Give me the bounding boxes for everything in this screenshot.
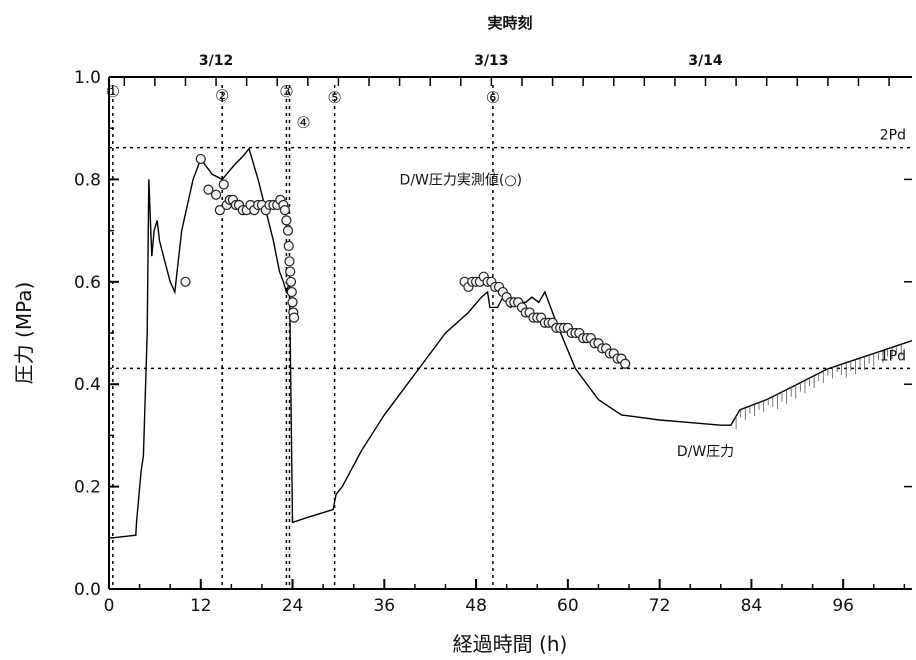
hline-label: 1Pd [880,348,906,364]
event-marker-label: ② [215,86,229,105]
event-marker-label: ⑤ [327,88,341,107]
measured-point [284,256,295,267]
reference-lines-layer [109,85,912,589]
labels-layer: 2Pd 1Pd ① ② ③④⑤ ⑥ D/W圧力実測値(○) D/W圧力 [106,82,906,460]
measured-point [203,184,214,195]
top-tick-label: 3/14 [688,53,723,69]
top-axis-title: 実時刻 [487,14,532,32]
measured-point [283,240,294,252]
y-tick-label: 0.4 [74,375,101,395]
measured-point [195,153,206,165]
x-tick-label: 24 [282,596,304,616]
measured-point [180,276,191,287]
x-tick-label: 48 [465,596,487,616]
y-tick-label: 0.6 [74,273,101,293]
y-tick-label: 0.0 [74,580,101,600]
measured-point [281,215,292,226]
event-marker-label: ⑥ [486,88,500,107]
event-marker-label: ④ [296,113,310,132]
x-tick-label: 36 [373,596,395,616]
x-tick-label: 0 [104,596,115,616]
y-tick-label: 0.8 [74,170,101,190]
event-marker-label: ① [106,82,120,101]
measured-point [210,189,222,200]
measured-point [286,286,297,298]
measured-point [285,266,296,277]
x-axis-title: 経過時間 (h) [453,632,568,656]
measured-point [214,205,225,216]
series-annotation: D/W圧力 [677,444,734,460]
measured-point [282,225,294,236]
x-tick-label: 60 [557,596,579,616]
measured-point [285,276,297,287]
x-tick-label: 96 [832,596,854,616]
hline-label: 2Pd [880,128,906,144]
measured-point [620,358,631,369]
measured-point [218,179,229,190]
series-layer [112,147,913,539]
y-tick-label: 1.0 [74,68,101,88]
y-tick-label: 0.2 [74,478,101,498]
x-tick-label: 12 [190,596,212,616]
axes-layer: 0 12 24 36 48 60 72 84 96 0.0 0.2 0.4 0.6 0.8 1.0 3/12 3… [74,53,912,616]
measured-point [287,297,298,308]
event-marker-label: ③ [279,82,293,101]
series-line-dw-pressure [112,147,913,539]
top-tick-label: 3/13 [474,53,508,69]
measured-point [288,312,300,323]
measured-point [279,205,290,216]
top-tick-label: 3/12 [199,53,233,69]
x-tick-label: 72 [649,596,671,616]
series-annotation: D/W圧力実測値(○) [400,173,522,189]
x-tick-label: 84 [741,596,763,616]
y-axis-title: 圧力 (MPa) [12,282,36,385]
